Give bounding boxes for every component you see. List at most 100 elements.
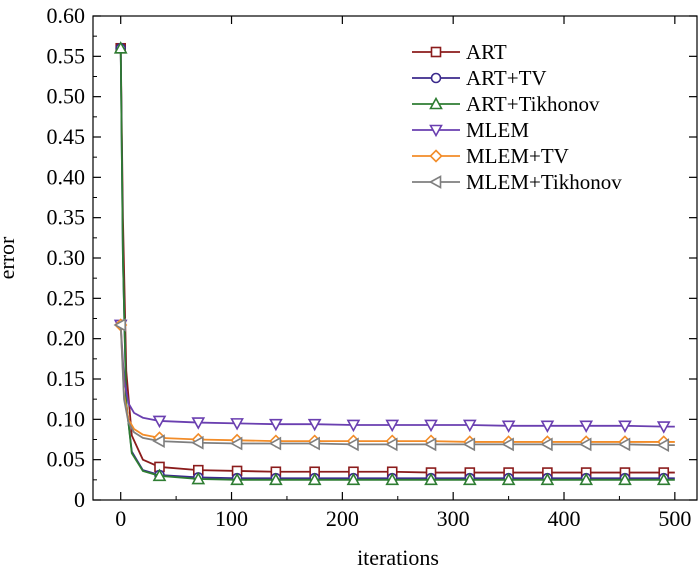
data-point-marker [113, 318, 127, 332]
data-point-marker [618, 420, 632, 433]
data-point-marker [152, 468, 167, 482]
data-point-marker [579, 437, 592, 452]
data-point-marker [385, 437, 398, 452]
legend-label: ART+TV [466, 66, 547, 90]
data-point-marker [230, 472, 244, 486]
data-point-marker [307, 472, 322, 486]
data-point-marker [152, 415, 167, 429]
x-tick-label: 200 [326, 506, 359, 531]
legend-marker [430, 72, 442, 84]
series-mlem-plus-tikhonov [113, 318, 675, 452]
legend-label: ART [466, 40, 507, 64]
data-point-marker [501, 437, 514, 452]
series-mlem-plus-tv [114, 318, 675, 449]
x-tick-label: 100 [215, 506, 248, 531]
data-point-marker [346, 437, 359, 452]
data-point-marker [462, 419, 477, 433]
data-point-marker [656, 472, 671, 486]
data-point-marker [191, 471, 206, 485]
data-point-marker [191, 435, 204, 450]
data-point-marker [617, 437, 631, 452]
data-point-marker [230, 418, 244, 431]
data-point-marker [385, 419, 400, 433]
data-point-marker [656, 438, 670, 452]
axes: 0 100 200 300 400 500 0 0.05 0.10 0.15 0.20 0.25 0.… [0, 3, 698, 568]
y-tick-label: 0.10 [47, 406, 86, 431]
plot-frame [92, 15, 698, 501]
data-point-marker [307, 436, 320, 451]
legend: ARTART+TVART+TikhonovMLEMMLEM+TVMLEM+Tik… [412, 40, 622, 194]
y-axis-ticks: 0 0.05 0.10 0.15 0.20 0.25 0.30 0.35 0.40 0.45 0.5… [47, 3, 697, 512]
y-tick-label: 0.50 [47, 84, 86, 109]
series-mlem [113, 319, 675, 434]
data-point-marker [229, 436, 243, 451]
data-point-marker [346, 419, 361, 433]
x-axis-ticks: 0 100 200 300 400 500 [115, 16, 691, 531]
y-axis-label: error [0, 236, 19, 279]
x-tick-label: 300 [437, 506, 470, 531]
series-art [115, 42, 675, 478]
legend-marker [429, 124, 443, 138]
legend-marker [428, 175, 442, 189]
data-point-marker [501, 420, 516, 433]
data-point-marker [618, 472, 632, 486]
data-point-marker [113, 41, 128, 54]
series-art-plus-tikhonov [113, 41, 675, 486]
data-point-marker [424, 419, 438, 433]
data-point-marker [385, 472, 400, 486]
data-point-marker [540, 472, 555, 486]
legend-marker [429, 96, 443, 110]
data-point-marker [152, 434, 165, 448]
series-line [119, 48, 675, 474]
series-line [119, 324, 675, 428]
data-point-marker [579, 420, 594, 433]
data-point-marker [540, 420, 555, 433]
data-point-marker [269, 472, 283, 486]
y-tick-label: 0.55 [47, 43, 86, 68]
x-tick-label: 0 [115, 506, 126, 531]
series-line [119, 324, 675, 447]
data-point-marker [423, 437, 437, 452]
legend-item: ART [412, 40, 507, 64]
data-point-marker [501, 472, 516, 486]
data-point-marker [656, 421, 671, 434]
data-point-marker [462, 437, 476, 452]
y-tick-label: 0.45 [47, 124, 86, 149]
legend-label: MLEM [466, 118, 529, 142]
y-tick-label: 0.35 [47, 205, 86, 230]
y-tick-label: 0.40 [47, 164, 86, 189]
legend-item: MLEM+TV [412, 144, 569, 168]
series-line [119, 48, 675, 481]
legend-marker [430, 46, 442, 58]
y-tick-label: 0.05 [47, 447, 86, 472]
x-tick-label: 500 [658, 506, 691, 531]
data-point-marker [462, 472, 477, 486]
legend-item: ART+TV [412, 66, 547, 90]
y-tick-label: 0 [74, 487, 85, 512]
data-point-marker [269, 418, 283, 432]
y-tick-label: 0.15 [47, 366, 86, 391]
data-point-marker [268, 436, 282, 451]
data-point-marker [579, 472, 594, 486]
legend-label: ART+Tikhonov [466, 92, 600, 116]
y-tick-label: 0.60 [47, 3, 86, 28]
data-point-marker [191, 417, 206, 430]
y-tick-label: 0.20 [47, 326, 86, 351]
data-point-marker [346, 472, 361, 486]
y-tick-label: 0.25 [47, 285, 86, 310]
x-tick-label: 400 [548, 506, 581, 531]
data-point-marker [424, 472, 438, 486]
x-axis-label: iterations [357, 545, 439, 568]
y-tick-label: 0.30 [47, 245, 86, 270]
legend-label: MLEM+TV [466, 144, 569, 168]
legend-item: ART+Tikhonov [412, 92, 600, 116]
legend-item: MLEM [412, 118, 529, 142]
data-point-marker [307, 418, 322, 432]
series-layer [113, 41, 675, 486]
legend-item: MLEM+Tikhonov [412, 170, 622, 194]
legend-marker [429, 149, 443, 163]
data-point-marker [540, 437, 553, 452]
legend-label: MLEM+Tikhonov [466, 170, 622, 194]
